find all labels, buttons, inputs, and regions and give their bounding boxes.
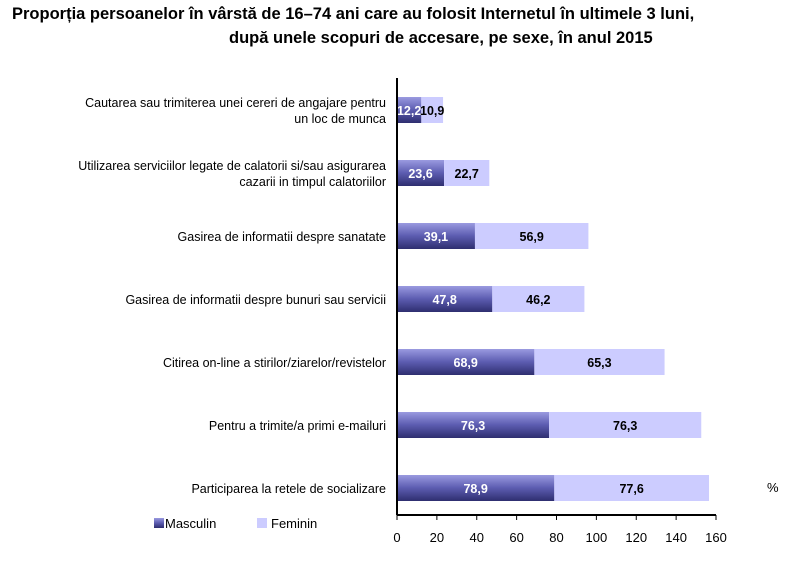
- category-label: Participarea la retele de socializare: [191, 482, 386, 496]
- category-label: Cautarea sau trimiterea unei cereri de a…: [85, 96, 386, 110]
- bar-masculin: [397, 286, 493, 312]
- category-label: Utilizarea serviciilor legate de calator…: [78, 159, 386, 173]
- data-label: 68,9: [454, 356, 478, 370]
- category-label: Gasirea de informatii despre sanatate: [178, 230, 386, 244]
- bar-masculin: [397, 97, 422, 123]
- legend-swatch-masculin: [154, 518, 164, 528]
- data-label: 65,3: [587, 356, 611, 370]
- category-label: Pentru a trimite/a primi e-mailuri: [209, 419, 386, 433]
- chart-title-line-2: după unele scopuri de accesare, pe sexe,…: [229, 29, 653, 47]
- bar-feminin: [534, 349, 665, 375]
- data-label: 77,6: [619, 482, 643, 496]
- data-label: 12,2: [397, 104, 421, 118]
- bar-feminin: [492, 286, 585, 312]
- x-tick-label: 40: [470, 530, 484, 545]
- data-label: 78,9: [463, 482, 487, 496]
- legend-label-feminin: Feminin: [271, 516, 317, 531]
- chart-title-line-1: Proporția persoanelor în vârstă de 16–74…: [12, 5, 695, 23]
- bar-masculin: [397, 475, 555, 501]
- legend-label-masculin: Masculin: [165, 516, 216, 531]
- x-tick-label: 100: [586, 530, 608, 545]
- bar-feminin: [421, 97, 444, 123]
- unit-label: %: [767, 480, 779, 495]
- legend-swatch-feminin: [257, 518, 267, 528]
- data-label: 76,3: [613, 419, 637, 433]
- data-label: 76,3: [461, 419, 485, 433]
- x-tick-label: 80: [549, 530, 563, 545]
- category-label: un loc de munca: [294, 112, 386, 126]
- data-label: 47,8: [432, 293, 456, 307]
- x-tick-label: 60: [509, 530, 523, 545]
- bar-masculin: [397, 412, 550, 438]
- data-label: 22,7: [455, 167, 479, 181]
- category-label: Citirea on-line a stirilor/ziarelor/revi…: [163, 356, 386, 370]
- bar-masculin: [397, 349, 535, 375]
- x-tick-label: 140: [665, 530, 687, 545]
- bar-masculin: [397, 160, 445, 186]
- bar-masculin: [397, 223, 475, 249]
- category-label: Gasirea de informatii despre bunuri sau …: [125, 293, 386, 307]
- bar-feminin: [474, 223, 589, 249]
- data-label: 56,9: [520, 230, 544, 244]
- bar-feminin: [554, 475, 710, 501]
- data-label: 39,1: [424, 230, 448, 244]
- data-label: 46,2: [526, 293, 550, 307]
- category-label: cazarii in timpul calatoriilor: [239, 175, 386, 189]
- bar-feminin: [549, 412, 702, 438]
- x-tick-label: 0: [393, 530, 400, 545]
- x-tick-label: 120: [625, 530, 647, 545]
- bar-feminin: [444, 160, 490, 186]
- data-label: 10,9: [420, 104, 444, 118]
- x-tick-label: 20: [430, 530, 444, 545]
- data-label: 23,6: [408, 167, 432, 181]
- x-tick-label: 160: [705, 530, 727, 545]
